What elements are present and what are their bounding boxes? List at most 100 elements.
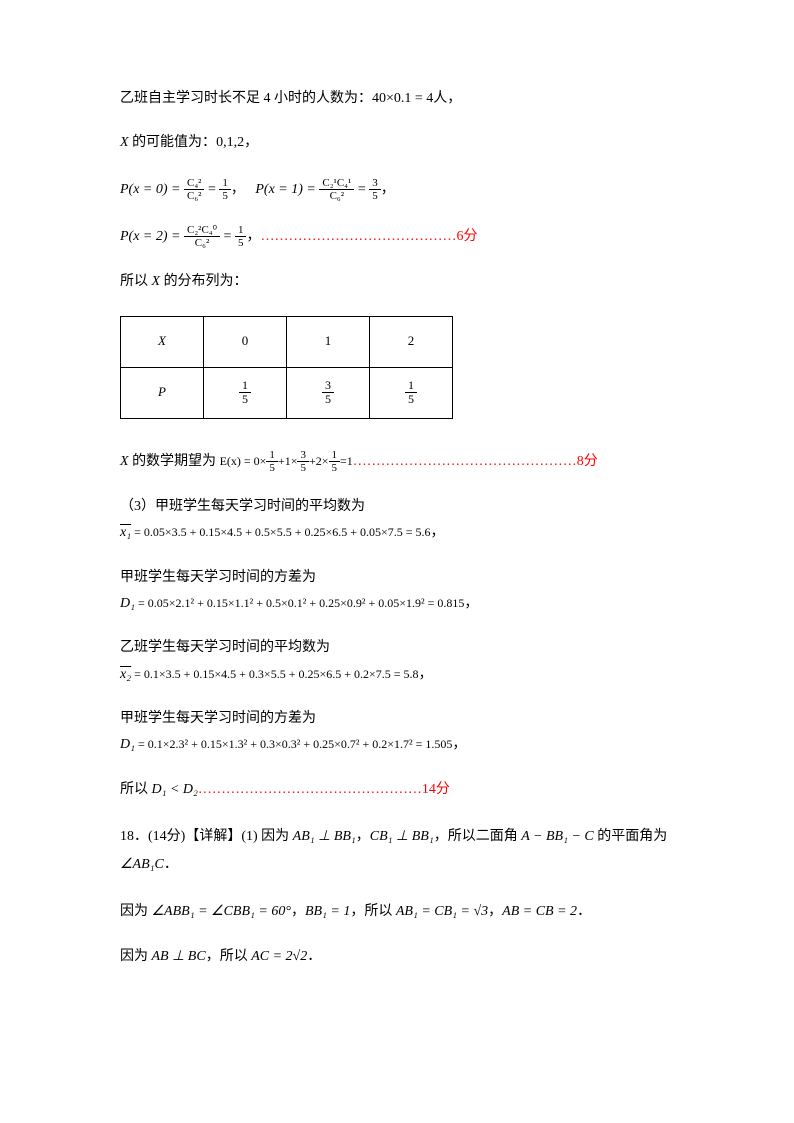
para-17: 因为 ∠ABB₁ = ∠CBB₁ = 60°，BB₁ = 1，所以 AB₁ = …	[120, 901, 674, 923]
dots: ……………………………………	[260, 229, 456, 244]
text: 的分布列为：	[160, 274, 248, 289]
text: 乙班学生每天学习时间的平均数为	[120, 640, 330, 655]
para-15: 所以 D₁ < D₂…………………………………………14分	[120, 779, 674, 801]
sep: ，	[246, 229, 260, 244]
den: 5	[266, 462, 278, 474]
den: 5	[297, 462, 309, 474]
table-row: P 15 35 15	[121, 367, 453, 418]
num: 3	[369, 177, 381, 190]
var: x₁	[120, 525, 131, 540]
cell: 15	[204, 367, 287, 418]
table-row: X 0 1 2	[121, 316, 453, 367]
mid: +2×	[309, 453, 329, 467]
text: 所以	[120, 782, 152, 797]
end: ，	[419, 667, 433, 682]
num: 1	[235, 224, 247, 237]
label: P(x = 0) =	[120, 182, 184, 197]
result: =1	[340, 453, 353, 467]
para-8: x₁ = 0.05×3.5 + 0.15×4.5 + 0.5×5.5 + 0.2…	[120, 522, 674, 544]
para-5: 所以 X 的分布列为：	[120, 271, 674, 293]
para-4: P(x = 2) = C₂²C₄⁰C₆² = 15，………………………………………	[120, 224, 674, 249]
formula: E(x) = 0×	[220, 453, 267, 467]
formula: D₁ < D₂	[152, 782, 198, 797]
para-14: D₁ = 0.1×2.3² + 0.15×1.3² + 0.3×0.3² + 0…	[120, 734, 674, 756]
den: 5	[405, 393, 417, 406]
text: 18．(14分)【详解】(1) 因为	[120, 829, 293, 844]
formula: A − BB₁ − C	[521, 829, 594, 844]
score: 14分	[422, 782, 450, 797]
para-11: 乙班学生每天学习时间的平均数为	[120, 637, 674, 659]
sep: ，	[356, 829, 370, 844]
formula: = 0.1×2.3² + 0.15×1.3² + 0.3×0.3² + 0.25…	[135, 737, 452, 751]
score: 6分	[456, 229, 477, 244]
num: 1	[266, 449, 278, 462]
para-2: X 的可能值为：0,1,2，	[120, 132, 674, 154]
formula: = 0.1×3.5 + 0.15×4.5 + 0.3×5.5 + 0.25×6.…	[131, 667, 418, 681]
den: 5	[369, 190, 381, 202]
text: 甲班学生每天学习时间的方差为	[120, 711, 316, 726]
sep: ，所以	[350, 904, 396, 919]
text: ，所以	[206, 949, 252, 964]
sep: ，所以二面角	[434, 829, 522, 844]
formula: 40×0.1 = 4	[372, 91, 433, 106]
den: C₆²	[184, 237, 220, 249]
cell: 35	[287, 367, 370, 418]
end: ，	[464, 596, 478, 611]
end: ，	[431, 525, 445, 540]
var: X	[120, 135, 129, 150]
formula: = 0.05×2.1² + 0.15×1.1² + 0.5×0.1² + 0.2…	[135, 596, 464, 610]
num: C₄²	[184, 177, 204, 190]
formula: ∠AB₁C	[120, 857, 164, 872]
dots: …………………………………………	[353, 453, 577, 468]
text: （3）甲班学生每天学习时间的平均数为	[120, 499, 365, 514]
sep: ，	[291, 904, 305, 919]
para-10: D₁ = 0.05×2.1² + 0.15×1.1² + 0.5×0.1² + …	[120, 593, 674, 615]
num: C₂¹C₄¹	[319, 177, 354, 190]
text: 的平面角为	[594, 829, 668, 844]
distribution-table: X 0 1 2 P 15 35 15	[120, 316, 453, 419]
var: x₂	[120, 667, 131, 682]
num: C₂²C₄⁰	[184, 224, 220, 237]
para-9: 甲班学生每天学习时间的方差为	[120, 567, 674, 589]
num: 1	[219, 177, 231, 190]
cell: 1	[287, 316, 370, 367]
formula: CB₁ ⊥ BB₁	[370, 829, 434, 844]
text: 因为	[120, 904, 152, 919]
end: ，	[452, 737, 466, 752]
dots: …………………………………………	[198, 782, 422, 797]
text: 的数学期望为	[129, 453, 220, 468]
formula: AB ⊥ BC	[152, 949, 206, 964]
formula: = 0.05×3.5 + 0.15×4.5 + 0.5×5.5 + 0.25×6…	[131, 525, 430, 539]
den: 5	[219, 190, 231, 202]
num: 3	[297, 449, 309, 462]
label: P(x = 1) =	[255, 182, 319, 197]
num: 1	[405, 379, 417, 393]
text: ，	[244, 135, 258, 150]
den: 5	[235, 237, 247, 249]
cell: 15	[370, 367, 453, 418]
formula: BB₁ = 1	[305, 904, 350, 919]
cell: X	[121, 316, 204, 367]
text: 所以	[120, 274, 152, 289]
para-7: （3）甲班学生每天学习时间的平均数为	[120, 496, 674, 518]
text: 的可能值为：	[129, 135, 217, 150]
end: ．	[164, 857, 178, 872]
den: 5	[329, 462, 341, 474]
vals: 0,1,2	[216, 135, 244, 150]
sep: ，	[381, 182, 395, 197]
formula: ∠ABB₁ = ∠CBB₁ = 60°	[152, 904, 291, 919]
para-6: X 的数学期望为 E(x) = 0×15+1×35+2×15=1………………………	[120, 449, 674, 474]
cell: P	[121, 367, 204, 418]
para-3: P(x = 0) = C₄²C₆² = 15， P(x = 1) = C₂¹C₄…	[120, 177, 674, 202]
den: 5	[322, 393, 334, 406]
var: X	[152, 274, 161, 289]
label: P(x = 2) =	[120, 229, 184, 244]
num: 1	[239, 379, 251, 393]
mid: +1×	[278, 453, 298, 467]
formula: AB₁ = CB₁ = √3	[396, 904, 488, 919]
para-16: 18．(14分)【详解】(1) 因为 AB₁ ⊥ BB₁，CB₁ ⊥ BB₁，所…	[120, 823, 674, 879]
text: 人，	[433, 91, 461, 106]
end: ．	[577, 904, 591, 919]
formula: AB₁ ⊥ BB₁	[293, 829, 356, 844]
text: 因为	[120, 949, 152, 964]
